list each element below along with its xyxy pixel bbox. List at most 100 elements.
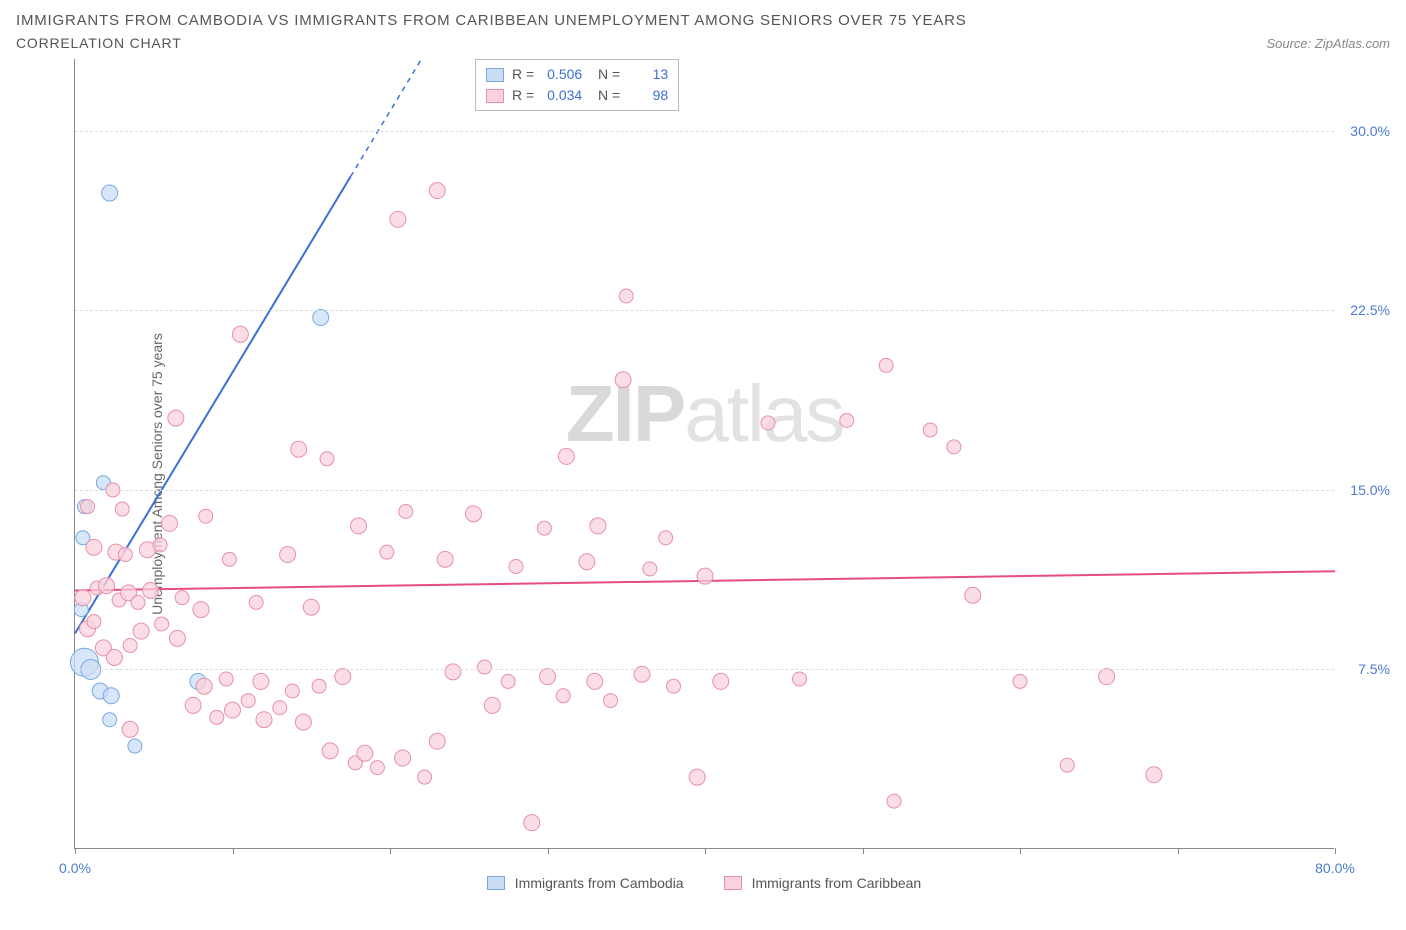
scatter-point: [256, 712, 272, 728]
scatter-point: [312, 679, 326, 693]
scatter-point: [1099, 669, 1115, 685]
scatter-point: [399, 504, 413, 518]
scatter-point: [118, 548, 132, 562]
scatter-point: [295, 714, 311, 730]
scatter-point: [123, 639, 137, 653]
scatter-point: [537, 521, 551, 535]
scatter-point: [133, 623, 149, 639]
stat-label-n: N =: [598, 85, 620, 106]
gridline-h: [75, 310, 1334, 311]
scatter-point: [155, 617, 169, 631]
scatter-point: [697, 568, 713, 584]
scatter-point: [615, 372, 631, 388]
scatter-point: [106, 649, 122, 665]
chart-subtitle: CORRELATION CHART: [16, 35, 182, 51]
x-tick-mark: [390, 848, 391, 854]
legend-label: Immigrants from Caribbean: [752, 875, 922, 891]
scatter-point: [923, 423, 937, 437]
trend-line-dashed: [351, 59, 422, 177]
legend-swatch: [724, 876, 742, 890]
scatter-point: [351, 518, 367, 534]
stat-label-n: N =: [598, 64, 620, 85]
scatter-point: [169, 630, 185, 646]
scatter-point: [465, 506, 481, 522]
scatter-point: [99, 578, 115, 594]
scatter-point: [153, 538, 167, 552]
scatter-point: [1060, 758, 1074, 772]
scatter-point: [390, 211, 406, 227]
scatter-point: [75, 590, 91, 606]
series-legend: Immigrants from Cambodia Immigrants from …: [74, 875, 1334, 891]
scatter-point: [291, 441, 307, 457]
scatter-point: [524, 815, 540, 831]
scatter-point: [185, 697, 201, 713]
scatter-point: [232, 326, 248, 342]
legend-label: Immigrants from Cambodia: [515, 875, 684, 891]
scatter-point: [418, 770, 432, 784]
scatter-point: [193, 602, 209, 618]
scatter-point: [87, 615, 101, 629]
scatter-point: [478, 660, 492, 674]
scatter-point: [222, 552, 236, 566]
scatter-point: [879, 358, 893, 372]
scatter-point: [667, 679, 681, 693]
scatter-point: [285, 684, 299, 698]
scatter-point: [103, 688, 119, 704]
scatter-point: [335, 669, 351, 685]
scatter-point: [429, 733, 445, 749]
scatter-point: [713, 673, 729, 689]
scatter-point: [556, 689, 570, 703]
scatter-point: [1146, 767, 1162, 783]
scatter-point: [558, 448, 574, 464]
y-tick-label: 15.0%: [1340, 482, 1390, 498]
scatter-point: [303, 599, 319, 615]
correlation-stats-box: R = 0.506 N = 13R = 0.034 N = 98: [475, 59, 679, 111]
y-tick-label: 22.5%: [1340, 302, 1390, 318]
stat-value-n: 13: [624, 64, 668, 85]
scatter-point: [320, 452, 334, 466]
scatter-point: [219, 672, 233, 686]
scatter-point: [445, 664, 461, 680]
scatter-point: [280, 547, 296, 563]
scatter-point: [437, 551, 453, 567]
scatter-point: [395, 750, 411, 766]
source-attribution: Source: ZipAtlas.com: [1266, 36, 1390, 51]
stat-label-r: R =: [512, 85, 534, 106]
scatter-point: [380, 545, 394, 559]
scatter-point: [761, 416, 775, 430]
scatter-point: [115, 502, 129, 516]
stat-value-r: 0.034: [538, 85, 582, 106]
scatter-point: [253, 673, 269, 689]
scatter-point: [429, 183, 445, 199]
legend-swatch: [486, 68, 504, 82]
gridline-h: [75, 131, 1334, 132]
x-tick-label: 0.0%: [59, 860, 91, 876]
stats-row: R = 0.506 N = 13: [486, 64, 668, 85]
x-tick-mark: [75, 848, 76, 854]
scatter-point: [122, 721, 138, 737]
x-tick-mark: [548, 848, 549, 854]
scatter-point: [501, 674, 515, 688]
scatter-point: [619, 289, 633, 303]
scatter-point: [322, 743, 338, 759]
stat-value-n: 98: [624, 85, 668, 106]
scatter-point: [887, 794, 901, 808]
scatter-point: [689, 769, 705, 785]
scatter-point: [357, 745, 373, 761]
y-tick-label: 30.0%: [1340, 123, 1390, 139]
stat-label-r: R =: [512, 64, 534, 85]
scatter-point: [643, 562, 657, 576]
scatter-point: [579, 554, 595, 570]
chart-title: IMMIGRANTS FROM CAMBODIA VS IMMIGRANTS F…: [16, 12, 1390, 29]
x-tick-mark: [1020, 848, 1021, 854]
scatter-svg: [75, 59, 1334, 848]
scatter-point: [196, 678, 212, 694]
stat-value-r: 0.506: [538, 64, 582, 85]
scatter-point: [210, 710, 224, 724]
trend-line: [75, 177, 351, 634]
scatter-point: [590, 518, 606, 534]
scatter-point: [103, 713, 117, 727]
x-tick-mark: [1178, 848, 1179, 854]
scatter-point: [162, 515, 178, 531]
scatter-point: [168, 410, 184, 426]
